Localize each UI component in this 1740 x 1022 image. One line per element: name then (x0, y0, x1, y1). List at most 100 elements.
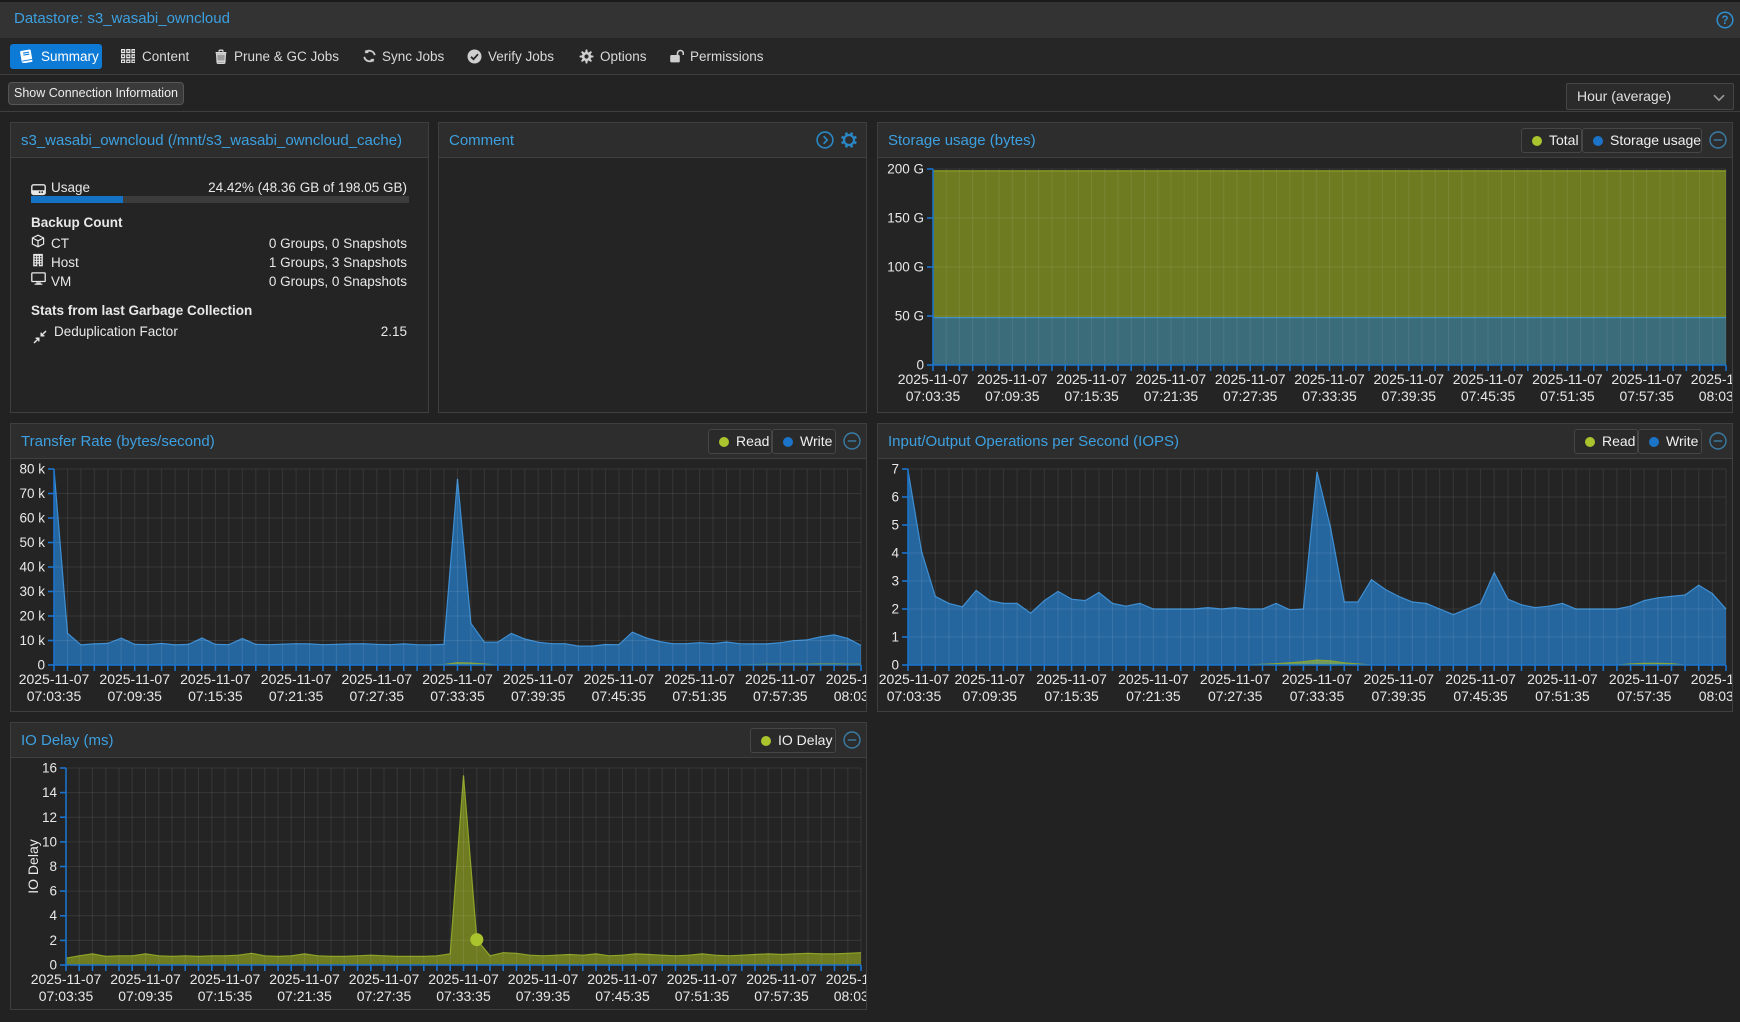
svg-text:07:51:35: 07:51:35 (672, 688, 727, 704)
svg-text:2025-11-07: 2025-11-07 (879, 671, 950, 687)
svg-text:07:21:35: 07:21:35 (1126, 688, 1181, 704)
svg-text:0: 0 (49, 958, 57, 973)
svg-text:07:21:35: 07:21:35 (277, 988, 332, 1004)
svg-text:07:15:35: 07:15:35 (188, 688, 243, 704)
svg-text:2: 2 (49, 933, 57, 948)
svg-text:07:15:35: 07:15:35 (1064, 388, 1119, 404)
svg-text:2025-11-07: 2025-11-07 (977, 371, 1048, 387)
svg-text:07:15:35: 07:15:35 (1044, 688, 1099, 704)
svg-text:07:39:35: 07:39:35 (516, 988, 571, 1004)
svg-text:100 G: 100 G (887, 260, 924, 275)
svg-text:07:45:35: 07:45:35 (1461, 388, 1516, 404)
svg-text:20 k: 20 k (19, 609, 45, 624)
svg-text:2025-11-07: 2025-11-07 (110, 971, 181, 987)
svg-text:2025-11-07: 2025-11-07 (1282, 671, 1353, 687)
svg-text:07:03:35: 07:03:35 (39, 988, 94, 1004)
svg-text:2025-11-07: 2025-11-07 (1200, 671, 1271, 687)
svg-text:200 G: 200 G (887, 162, 924, 177)
svg-text:IO Delay: IO Delay (25, 839, 41, 893)
svg-text:30 k: 30 k (19, 584, 45, 599)
svg-text:07:03:35: 07:03:35 (27, 688, 82, 704)
svg-text:2025-11-07: 2025-11-07 (1215, 371, 1286, 387)
svg-text:2025-11-07: 2025-11-07 (1691, 671, 1732, 687)
svg-text:2025-11-07: 2025-11-07 (1691, 371, 1732, 387)
svg-text:2025-11-07: 2025-11-07 (1453, 371, 1524, 387)
svg-text:07:39:35: 07:39:35 (511, 688, 566, 704)
svg-text:07:33:35: 07:33:35 (436, 988, 491, 1004)
svg-text:2025-11-07: 2025-11-07 (745, 671, 816, 687)
svg-text:07:45:35: 07:45:35 (1453, 688, 1508, 704)
svg-text:2025-11-07: 2025-11-07 (349, 971, 420, 987)
svg-text:80 k: 80 k (19, 462, 45, 477)
svg-text:07:51:35: 07:51:35 (1540, 388, 1595, 404)
svg-text:07:39:35: 07:39:35 (1372, 688, 1427, 704)
svg-text:2: 2 (891, 602, 899, 617)
svg-text:2025-11-07: 2025-11-07 (1036, 671, 1107, 687)
svg-text:8: 8 (49, 859, 57, 874)
svg-text:2025-11-07: 2025-11-07 (826, 971, 866, 987)
svg-text:2025-11-07: 2025-11-07 (1527, 671, 1598, 687)
svg-text:0: 0 (37, 658, 45, 673)
svg-text:07:57:35: 07:57:35 (753, 688, 808, 704)
svg-text:2025-11-07: 2025-11-07 (180, 671, 251, 687)
svg-text:2025-11-07: 2025-11-07 (746, 971, 817, 987)
svg-text:2025-11-07: 2025-11-07 (1374, 371, 1445, 387)
svg-text:07:57:35: 07:57:35 (1617, 688, 1672, 704)
svg-text:07:51:35: 07:51:35 (1535, 688, 1590, 704)
svg-text:70 k: 70 k (19, 486, 45, 501)
svg-text:2025-11-07: 2025-11-07 (1118, 671, 1189, 687)
svg-text:07:27:35: 07:27:35 (350, 688, 405, 704)
svg-text:2025-11-07: 2025-11-07 (1611, 371, 1682, 387)
svg-text:1: 1 (891, 630, 899, 645)
svg-text:2025-11-07: 2025-11-07 (826, 671, 866, 687)
svg-text:07:15:35: 07:15:35 (198, 988, 253, 1004)
svg-text:2025-11-07: 2025-11-07 (1056, 371, 1127, 387)
svg-text:12: 12 (42, 810, 57, 825)
svg-text:50 G: 50 G (895, 309, 924, 324)
svg-text:60 k: 60 k (19, 511, 45, 526)
svg-text:07:09:35: 07:09:35 (985, 388, 1040, 404)
svg-text:07:09:35: 07:09:35 (963, 688, 1018, 704)
svg-text:2025-11-07: 2025-11-07 (508, 971, 579, 987)
svg-text:2025-11-07: 2025-11-07 (1364, 671, 1435, 687)
svg-text:50 k: 50 k (19, 535, 45, 550)
svg-text:07:57:35: 07:57:35 (1619, 388, 1674, 404)
svg-text:07:21:35: 07:21:35 (269, 688, 324, 704)
svg-text:08:03:35: 08:03:35 (1699, 388, 1732, 404)
svg-text:40 k: 40 k (19, 560, 45, 575)
svg-text:5: 5 (891, 518, 899, 533)
svg-text:7: 7 (891, 462, 899, 477)
svg-text:2025-11-07: 2025-11-07 (584, 671, 655, 687)
svg-text:4: 4 (49, 908, 57, 923)
svg-text:6: 6 (49, 884, 57, 899)
svg-text:2025-11-07: 2025-11-07 (1445, 671, 1516, 687)
svg-text:2025-11-07: 2025-11-07 (667, 971, 738, 987)
svg-text:07:27:35: 07:27:35 (357, 988, 412, 1004)
svg-text:07:21:35: 07:21:35 (1144, 388, 1199, 404)
svg-text:2025-11-07: 2025-11-07 (1532, 371, 1603, 387)
svg-text:2025-11-07: 2025-11-07 (664, 671, 735, 687)
svg-text:0: 0 (916, 358, 924, 373)
svg-text:08:03:35: 08:03:35 (834, 688, 866, 704)
svg-text:2025-11-07: 2025-11-07 (955, 671, 1026, 687)
svg-text:08:03:35: 08:03:35 (1699, 688, 1732, 704)
svg-text:2025-11-07: 2025-11-07 (31, 971, 102, 987)
svg-text:07:33:35: 07:33:35 (1302, 388, 1357, 404)
svg-text:07:09:35: 07:09:35 (118, 988, 173, 1004)
svg-text:2025-11-07: 2025-11-07 (428, 971, 499, 987)
svg-text:14: 14 (42, 785, 58, 800)
svg-text:2025-11-07: 2025-11-07 (19, 671, 90, 687)
svg-text:2025-11-07: 2025-11-07 (1609, 671, 1680, 687)
svg-text:2025-11-07: 2025-11-07 (261, 671, 332, 687)
svg-text:2025-11-07: 2025-11-07 (99, 671, 170, 687)
svg-text:2025-11-07: 2025-11-07 (587, 971, 658, 987)
svg-text:2025-11-07: 2025-11-07 (269, 971, 340, 987)
svg-text:07:51:35: 07:51:35 (675, 988, 730, 1004)
svg-text:16: 16 (42, 761, 57, 776)
svg-text:2025-11-07: 2025-11-07 (503, 671, 574, 687)
svg-text:07:45:35: 07:45:35 (592, 688, 647, 704)
svg-text:07:09:35: 07:09:35 (107, 688, 162, 704)
svg-text:10 k: 10 k (19, 633, 45, 648)
svg-text:3: 3 (891, 574, 899, 589)
svg-text:2025-11-07: 2025-11-07 (190, 971, 261, 987)
